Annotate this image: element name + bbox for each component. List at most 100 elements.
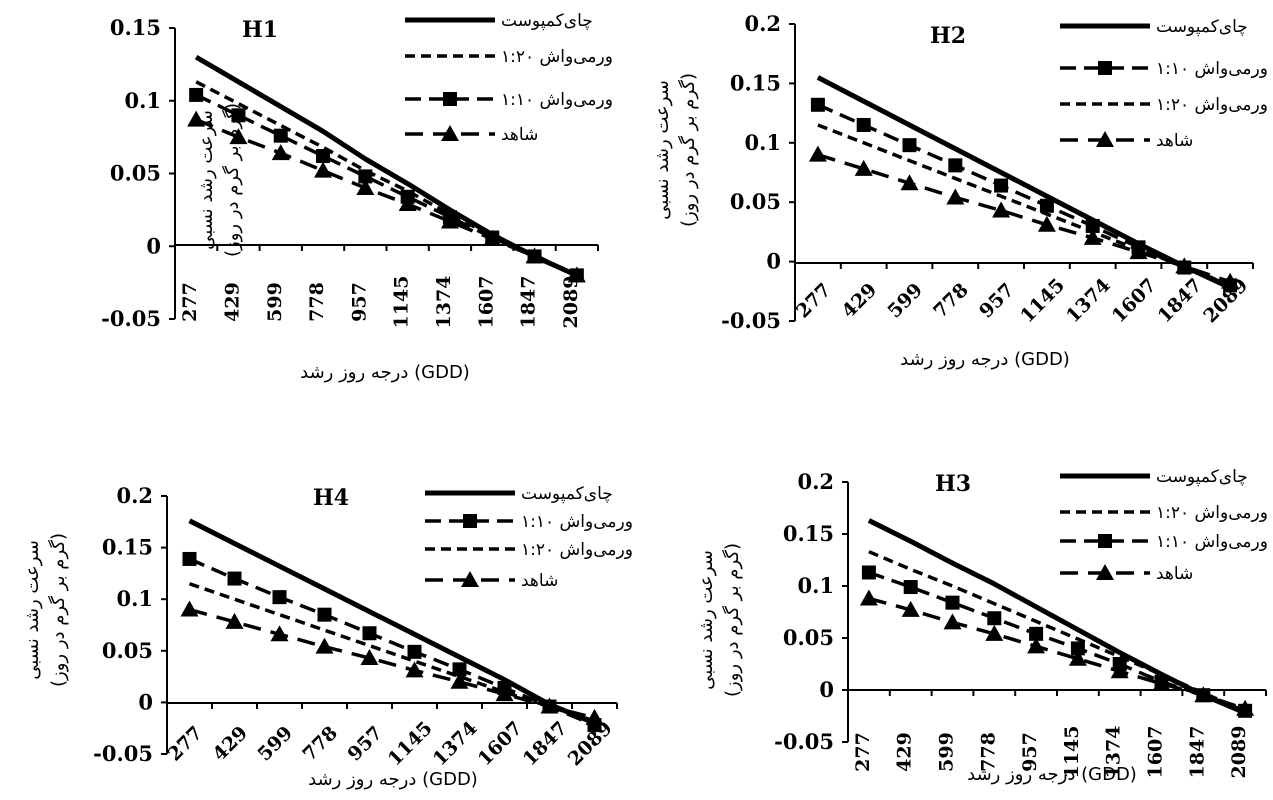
- data-point-marker: [992, 201, 1011, 218]
- series-line: [868, 570, 1246, 713]
- data-point-marker: [189, 87, 204, 102]
- x-tick-label: 2089: [1228, 726, 1250, 779]
- legend-label: شاهد: [1156, 564, 1193, 584]
- x-tick-label: 1607: [1145, 726, 1167, 779]
- legend-label: ورمی‌واش ۱:۱۰: [501, 90, 613, 110]
- data-point-marker: [1175, 257, 1194, 274]
- x-tick-label: 429: [208, 722, 252, 766]
- legend-label: چای‌کمپوست: [501, 11, 593, 31]
- data-point-marker: [946, 188, 965, 205]
- y-tick-label: 0.2: [116, 483, 153, 508]
- x-tick-label: 778: [929, 279, 973, 323]
- x-tick-label: 1145: [391, 276, 413, 329]
- data-point-marker: [1083, 228, 1102, 245]
- legend-label: ورمی‌واش ۱:۱۰: [1156, 59, 1268, 79]
- data-point-marker: [901, 600, 920, 617]
- x-tick-label: 957: [975, 279, 1019, 323]
- chart-panel-h1: 0.15 0.1 0.05 0 -0.05 277 429 599 778 957 1145 1374…: [101, 11, 613, 383]
- x-tick-label: 778: [977, 732, 999, 772]
- y-axis-label: سرعت رشد نسبی: [696, 550, 717, 690]
- series-line: [189, 607, 595, 720]
- y-axis-unit-label: (گرم بر گرم در روز): [47, 533, 69, 687]
- chart-title: H1: [242, 17, 278, 43]
- data-point-marker: [405, 661, 424, 678]
- legend-label: ورمی‌واش ۱:۲۰: [501, 47, 613, 67]
- y-axis-unit-label: (گرم بر گرم در روز): [221, 103, 243, 257]
- x-tick-label: 1847: [519, 717, 572, 770]
- data-point-marker: [187, 110, 206, 127]
- y-tick-label: 0.1: [124, 88, 161, 113]
- data-point-marker: [356, 179, 375, 196]
- x-tick-label: 1374: [1103, 726, 1125, 779]
- y-tick-label: 0.2: [797, 469, 834, 494]
- y-tick-label: 0.05: [110, 161, 161, 186]
- series-line: [188, 557, 596, 727]
- legend-marker: [441, 125, 459, 141]
- y-tick-label: -0.05: [721, 308, 781, 333]
- x-tick-label: 1607: [475, 276, 497, 329]
- data-point-marker: [450, 672, 469, 689]
- y-axis-label: سرعت رشد نسبی: [652, 80, 673, 220]
- data-point-marker: [902, 138, 917, 153]
- data-point-marker: [273, 128, 288, 143]
- x-tick-label: 2089: [560, 276, 582, 329]
- y-axis-unit-label: (گرم بر گرم در روز): [677, 73, 699, 227]
- data-point-marker: [948, 158, 963, 173]
- y-tick-label: 0: [766, 249, 781, 274]
- data-point-marker: [854, 159, 873, 176]
- series-line: [195, 118, 578, 277]
- chart-panel-h4: 0.20.150.10.050-0.05 277 429 599 778 95711451…: [22, 483, 633, 790]
- data-point-marker: [856, 117, 871, 132]
- y-tick-label: 0: [146, 233, 161, 258]
- data-point-marker: [567, 266, 586, 283]
- data-point-marker: [810, 97, 825, 112]
- chart-panel-h3: 0.2 0.15 0.1 0.05 0 -0.05 277 429 599 778 957 1145 1…: [696, 467, 1268, 785]
- x-tick-label: 1145: [1016, 274, 1069, 327]
- chart-title: H2: [930, 23, 966, 49]
- x-tick-label: 599: [264, 282, 286, 322]
- data-point-marker: [180, 600, 199, 617]
- y-tick-label: 0.15: [783, 521, 834, 546]
- data-point-marker: [1221, 272, 1240, 289]
- data-point-marker: [182, 551, 197, 566]
- y-tick-label: 0.15: [102, 535, 153, 560]
- data-point-marker: [225, 612, 244, 629]
- x-tick-label: 599: [883, 279, 927, 323]
- legend-marker: [1096, 564, 1114, 580]
- x-tick-label: 1145: [1061, 726, 1083, 779]
- data-point-marker: [808, 145, 827, 162]
- x-tick-label: 1145: [384, 717, 437, 770]
- chart-title: H3: [935, 471, 971, 497]
- data-point-marker: [945, 595, 960, 610]
- x-tick-label: 277: [852, 732, 874, 772]
- x-tick-label: 778: [306, 282, 328, 322]
- data-point-marker: [900, 174, 919, 191]
- chart-panel-h2: 0.20.150.10.050-0.05 277 429 599 778 95711451…: [652, 11, 1268, 370]
- data-point-marker: [1037, 215, 1056, 232]
- data-point-marker: [1236, 699, 1255, 716]
- x-tick-label: 778: [298, 722, 342, 766]
- y-tick-label: -0.05: [93, 741, 153, 766]
- x-tick-label: 1374: [433, 276, 455, 329]
- data-point-marker: [1029, 626, 1044, 641]
- y-tick-label: 0.15: [110, 15, 161, 40]
- y-tick-label: 0.05: [102, 638, 153, 663]
- series-line: [817, 153, 1231, 284]
- series-line: [868, 596, 1246, 711]
- x-tick-label: 1847: [1154, 274, 1207, 327]
- legend-marker: [1098, 61, 1112, 75]
- legend-label: ورمی‌واش ۱:۱۰: [521, 512, 633, 532]
- y-tick-label: 0.1: [797, 573, 834, 598]
- y-tick-label: -0.05: [774, 729, 834, 754]
- x-tick-label: 957: [1019, 732, 1041, 772]
- y-tick-label: 0.05: [730, 189, 781, 214]
- x-tick-label: 277: [792, 279, 836, 323]
- data-point-marker: [483, 229, 502, 246]
- x-axis-label: درجه روز رشد (GDD): [308, 769, 478, 790]
- data-point-marker: [903, 580, 918, 595]
- data-point-marker: [495, 685, 514, 702]
- data-point-marker: [227, 571, 242, 586]
- legend-marker: [461, 571, 479, 587]
- legend-label: شاهد: [521, 571, 558, 591]
- data-point-marker: [272, 590, 287, 605]
